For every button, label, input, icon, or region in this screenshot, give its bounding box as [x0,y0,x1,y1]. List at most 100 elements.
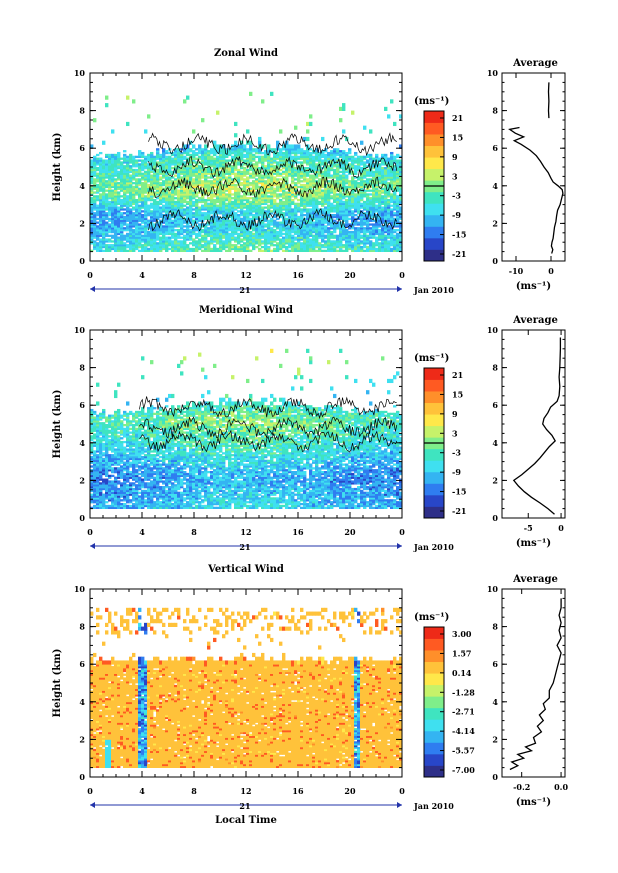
panel-1-heatmap-cell [93,156,96,158]
panel-1-heatmap-cell [300,242,303,244]
panel-1-heatmap-cell [369,154,372,156]
panel-1-heatmap-cell [282,237,285,239]
panel-1-heatmap-cell [123,216,126,218]
panel-1-heatmap-cell [369,197,372,199]
panel-1-heatmap-cell [96,205,99,207]
panel-1-heatmap-cell [363,201,366,203]
panel-1-heatmap-cell [384,235,387,237]
panel-1-heatmap-cell [168,156,171,158]
panel-1-heatmap-cell [108,218,111,220]
panel-1-heatmap-cell [369,129,372,133]
panel-1-heatmap-cell [138,150,141,152]
panel-1-heatmap-cell [111,235,114,237]
panel-1-heatmap-cell [162,225,165,227]
panel-1-heatmap-cell [354,193,357,195]
panel-1-heatmap-cell [393,212,396,214]
panel-1-heatmap-cell [171,167,174,169]
panel-1-heatmap-cell [246,169,249,171]
panel-1-heatmap-cell [180,176,183,178]
panel-1-heatmap-cell [306,137,309,141]
panel-1-heatmap-cell [366,193,369,195]
panel-1-heatmap-cell [360,240,363,242]
panel-1-heatmap-cell [96,222,99,224]
panel-1-heatmap-cell [150,203,153,205]
panel-1-heatmap-cell [213,141,216,145]
panel-1-heatmap-cell [339,150,342,152]
panel-1-heatmap-cell [99,152,102,154]
panel-1-heatmap-cell [156,242,159,244]
panel-1-heatmap-cell [270,227,273,229]
panel-1-heatmap-cell [156,148,159,150]
panel-1-heatmap-cell [270,210,273,212]
panel-1-heatmap-cell [141,159,144,161]
panel-1-heatmap-cell [210,148,213,150]
panel-1-heatmap-cell [285,218,288,220]
panel-1-heatmap-cell [255,178,258,180]
panel-1-heatmap-cell [216,144,219,148]
panel-1-heatmap-cell [375,205,378,207]
panel-1-heatmap-cell [159,176,162,178]
panel-1-heatmap-cell [216,156,219,158]
panel-1-heatmap-cell [303,214,306,216]
panel-1-heatmap-cell [249,173,252,175]
panel-1-heatmap-cell [123,227,126,229]
panel-1-heatmap-cell [294,126,297,130]
panel-1-heatmap-cell [201,148,204,150]
panel-1-heatmap-cell [150,175,153,177]
panel-1-heatmap-cell [117,171,120,173]
panel-1-heatmap-cell [171,240,174,242]
panel-1-heatmap-cell [192,220,195,222]
panel-1-heatmap-cell [243,242,246,244]
panel-1-heatmap-cell [249,197,252,199]
panel-1-heatmap-cell [279,173,282,175]
panel-1-heatmap-cell [234,237,237,239]
panel-1-heatmap-cell [363,161,366,163]
panel-1-heatmap-cell [396,154,399,156]
panel-1-heatmap-cell [99,193,102,195]
panel-1-heatmap-cell [126,223,129,225]
panel-1-heatmap-cell [384,154,387,156]
panel-1-heatmap-cell [132,212,135,214]
panel-1-heatmap-cell [183,205,186,207]
panel-1-heatmap-cell [162,180,165,182]
panel-1-heatmap-cell [294,182,297,184]
panel-1-heatmap-cell [237,246,240,248]
panel-1-heatmap-cell [186,206,189,208]
panel-1-heatmap-cell [246,129,249,133]
panel-1-heatmap-cell [90,197,93,199]
panel-1-heatmap-cell [213,244,216,246]
panel-1-heatmap-cell [393,235,396,237]
panel-1-heatmap-cell [354,180,357,182]
panel-1-heatmap-cell [390,152,393,154]
panel-1-heatmap-cell [240,171,243,173]
panel-1-heatmap-cell [360,203,363,205]
panel-1-heatmap-cell [255,246,258,248]
panel-1-heatmap-cell [201,235,204,237]
panel-1-heatmap-cell [255,161,258,163]
panel-1-heatmap-cell [354,214,357,216]
panel-1-heatmap-cell [174,233,177,235]
panel-1-heatmap-cell [177,190,180,192]
panel-1-heatmap-cell [336,193,339,195]
panel-1-heatmap-cell [162,205,165,207]
panel-1-heatmap-cell [96,158,99,160]
panel-1-heatmap-cell [273,165,276,167]
panel-1-heatmap-cell [348,218,351,220]
figure: Zonal Wind0246810Height (km)0 4 8 12 16 20 021… [0,0,618,873]
panel-1-heatmap-cell [105,238,108,240]
panel-1-heatmap-cell [333,148,336,150]
panel-1-heatmap-cell [366,246,369,248]
panel-1-heatmap-cell [264,223,267,225]
panel-1-heatmap-cell [279,238,282,240]
panel-1-heatmap-cell [147,248,150,250]
panel-1-heatmap-cell [300,184,303,186]
panel-1-heatmap-cell [192,144,195,148]
panel-1-heatmap-cell [153,199,156,201]
panel-1-heatmap-cell [297,161,300,163]
panel-1-heatmap-cell [330,240,333,242]
panel-1-heatmap-cell [375,154,378,156]
panel-1-heatmap-cell [96,167,99,169]
panel-1-heatmap-cell [342,201,345,203]
panel-1-heatmap-cell [345,186,348,188]
panel-1-heatmap-cell [174,197,177,199]
